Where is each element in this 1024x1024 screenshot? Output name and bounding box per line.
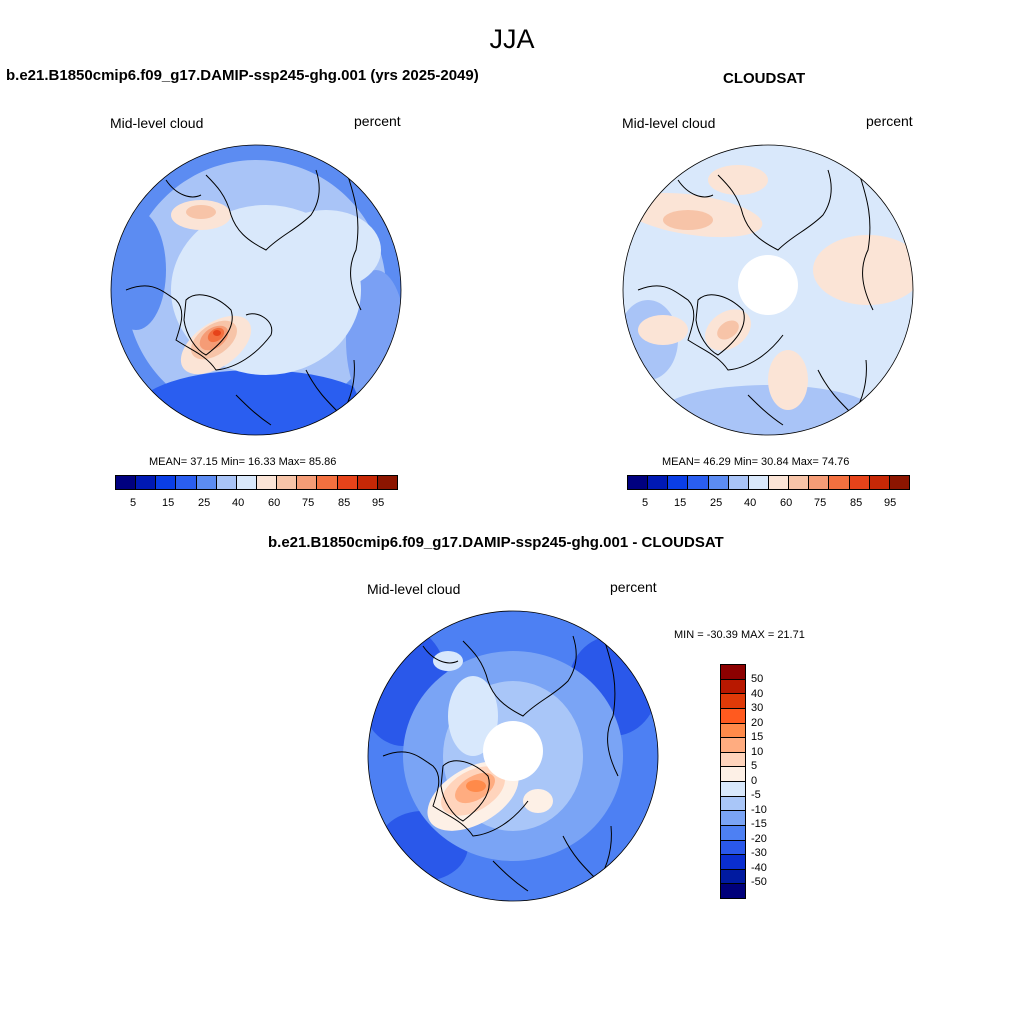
- panel1-colorbar-tick: 85: [338, 497, 351, 509]
- panel3-stats: MIN = -30.39 MAX = 21.71: [674, 629, 805, 641]
- panel2-colorbar-tick: 25: [710, 497, 723, 509]
- panel1-colorbar-tick: 40: [232, 497, 245, 509]
- panel2-title: CLOUDSAT: [723, 70, 806, 87]
- panel1-title: b.e21.B1850cmip6.f09_g17.DAMIP-ssp245-gh…: [6, 67, 479, 84]
- panel3-colorbar-tick: 30: [751, 702, 764, 714]
- panel1-colorbar-tick: 5: [130, 497, 137, 509]
- panel3-title: b.e21.B1850cmip6.f09_g17.DAMIP-ssp245-gh…: [268, 534, 724, 551]
- panel1-colorbar-tick: 25: [198, 497, 211, 509]
- panel1-variable-label: Mid-level cloud: [110, 115, 204, 131]
- panel1-colorbar-tick: 15: [162, 497, 175, 509]
- panel1-colorbar: [115, 475, 398, 490]
- panel1-units-label: percent: [354, 113, 401, 129]
- panel2-colorbar-tick: 5: [642, 497, 649, 509]
- panel1-stats: MEAN= 37.15 Min= 16.33 Max= 85.86: [149, 456, 337, 468]
- panel2-polar-map: [622, 144, 914, 436]
- panel1-colorbar-tick: 95: [372, 497, 385, 509]
- panel3-variable-label: Mid-level cloud: [367, 581, 461, 597]
- panel2-colorbar-tick: 40: [744, 497, 757, 509]
- panel3-colorbar: [720, 664, 746, 899]
- panel3-colorbar-tick: -10: [751, 804, 767, 816]
- figure-title: JJA: [489, 24, 535, 54]
- panel3-colorbar-tick: 5: [751, 760, 758, 772]
- panel2-colorbar: [627, 475, 910, 490]
- panel1-colorbar-tick: 75: [302, 497, 315, 509]
- panel3-colorbar-tick: -40: [751, 862, 767, 874]
- panel3-colorbar-tick: 15: [751, 731, 764, 743]
- panel3-colorbar-tick: 50: [751, 673, 764, 685]
- panel3-units-label: percent: [610, 579, 657, 595]
- panel3-colorbar-tick: -15: [751, 818, 767, 830]
- panel3-colorbar-tick: 0: [751, 775, 758, 787]
- panel3-polar-map: [367, 610, 659, 902]
- panel2-colorbar-tick: 75: [814, 497, 827, 509]
- panel3-colorbar-tick: 10: [751, 746, 764, 758]
- panel2-stats: MEAN= 46.29 Min= 30.84 Max= 74.76: [662, 456, 850, 468]
- panel3-colorbar-tick: -50: [751, 876, 767, 888]
- panel1-polar-map: [110, 144, 402, 436]
- panel2-units-label: percent: [866, 113, 913, 129]
- panel2-colorbar-tick: 60: [780, 497, 793, 509]
- panel3-colorbar-tick: 20: [751, 717, 764, 729]
- panel2-colorbar-tick: 95: [884, 497, 897, 509]
- panel2-colorbar-tick: 85: [850, 497, 863, 509]
- panel2-variable-label: Mid-level cloud: [622, 115, 716, 131]
- panel2-colorbar-tick: 15: [674, 497, 687, 509]
- panel3-colorbar-tick: 40: [751, 688, 764, 700]
- panel3-colorbar-tick: -30: [751, 847, 767, 859]
- panel1-colorbar-tick: 60: [268, 497, 281, 509]
- panel3-colorbar-tick: -20: [751, 833, 767, 845]
- panel3-colorbar-tick: -5: [751, 789, 761, 801]
